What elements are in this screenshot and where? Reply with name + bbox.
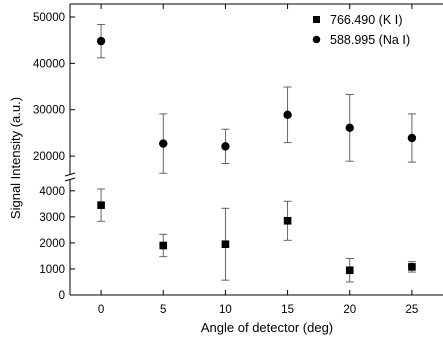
x-tick-label: 10 — [219, 304, 232, 316]
y-axis-label: Signal Intensity (a.u.) — [8, 97, 23, 219]
data-point — [221, 142, 230, 151]
data-point — [407, 133, 417, 143]
data-point — [345, 266, 354, 275]
y-tick-label: 30000 — [33, 105, 65, 117]
axis-break-mark — [64, 177, 76, 182]
series-na — [96, 23, 417, 174]
x-tick-label: 15 — [281, 304, 294, 316]
data-point — [159, 139, 168, 148]
y-tick-label: 20000 — [33, 151, 65, 163]
legend-label-na: 588.995 (Na Ⅰ) — [330, 33, 410, 47]
x-tick-label: 25 — [406, 304, 419, 316]
axes — [64, 3, 443, 296]
legend-label-k: 766.490 (K Ⅰ) — [330, 13, 402, 27]
tick-labels: 0 5 10 15 20 25 20000 30000 40000 50000 0 1000 2000 3… — [33, 12, 418, 316]
legend-marker-na — [312, 35, 321, 44]
x-tick-label: 20 — [343, 304, 356, 316]
legend: 766.490 (K Ⅰ) 588.995 (Na Ⅰ) — [312, 13, 410, 47]
data-point — [408, 263, 416, 271]
data-point — [221, 240, 230, 249]
series-k — [97, 188, 416, 283]
legend-marker-k — [313, 16, 320, 23]
data-marks — [96, 23, 417, 283]
data-point — [97, 201, 105, 209]
axis-break-mark — [64, 172, 76, 177]
x-tick-label: 5 — [160, 304, 166, 316]
y-tick-label: 1000 — [39, 264, 65, 276]
data-point — [283, 216, 292, 225]
y-tick-label: 4000 — [39, 186, 65, 198]
x-axis-label: Angle of detector (deg) — [201, 320, 333, 335]
y-tick-label: 50000 — [33, 12, 65, 24]
data-point — [159, 241, 168, 250]
data-point — [96, 36, 106, 46]
y-tick-label: 2000 — [39, 238, 65, 250]
data-point — [345, 123, 354, 133]
data-point — [283, 110, 292, 120]
y-tick-label: 40000 — [33, 58, 65, 70]
x-tick-label: 0 — [98, 304, 104, 316]
y-tick-label: 3000 — [39, 212, 65, 224]
y-tick-label: 0 — [59, 290, 65, 302]
